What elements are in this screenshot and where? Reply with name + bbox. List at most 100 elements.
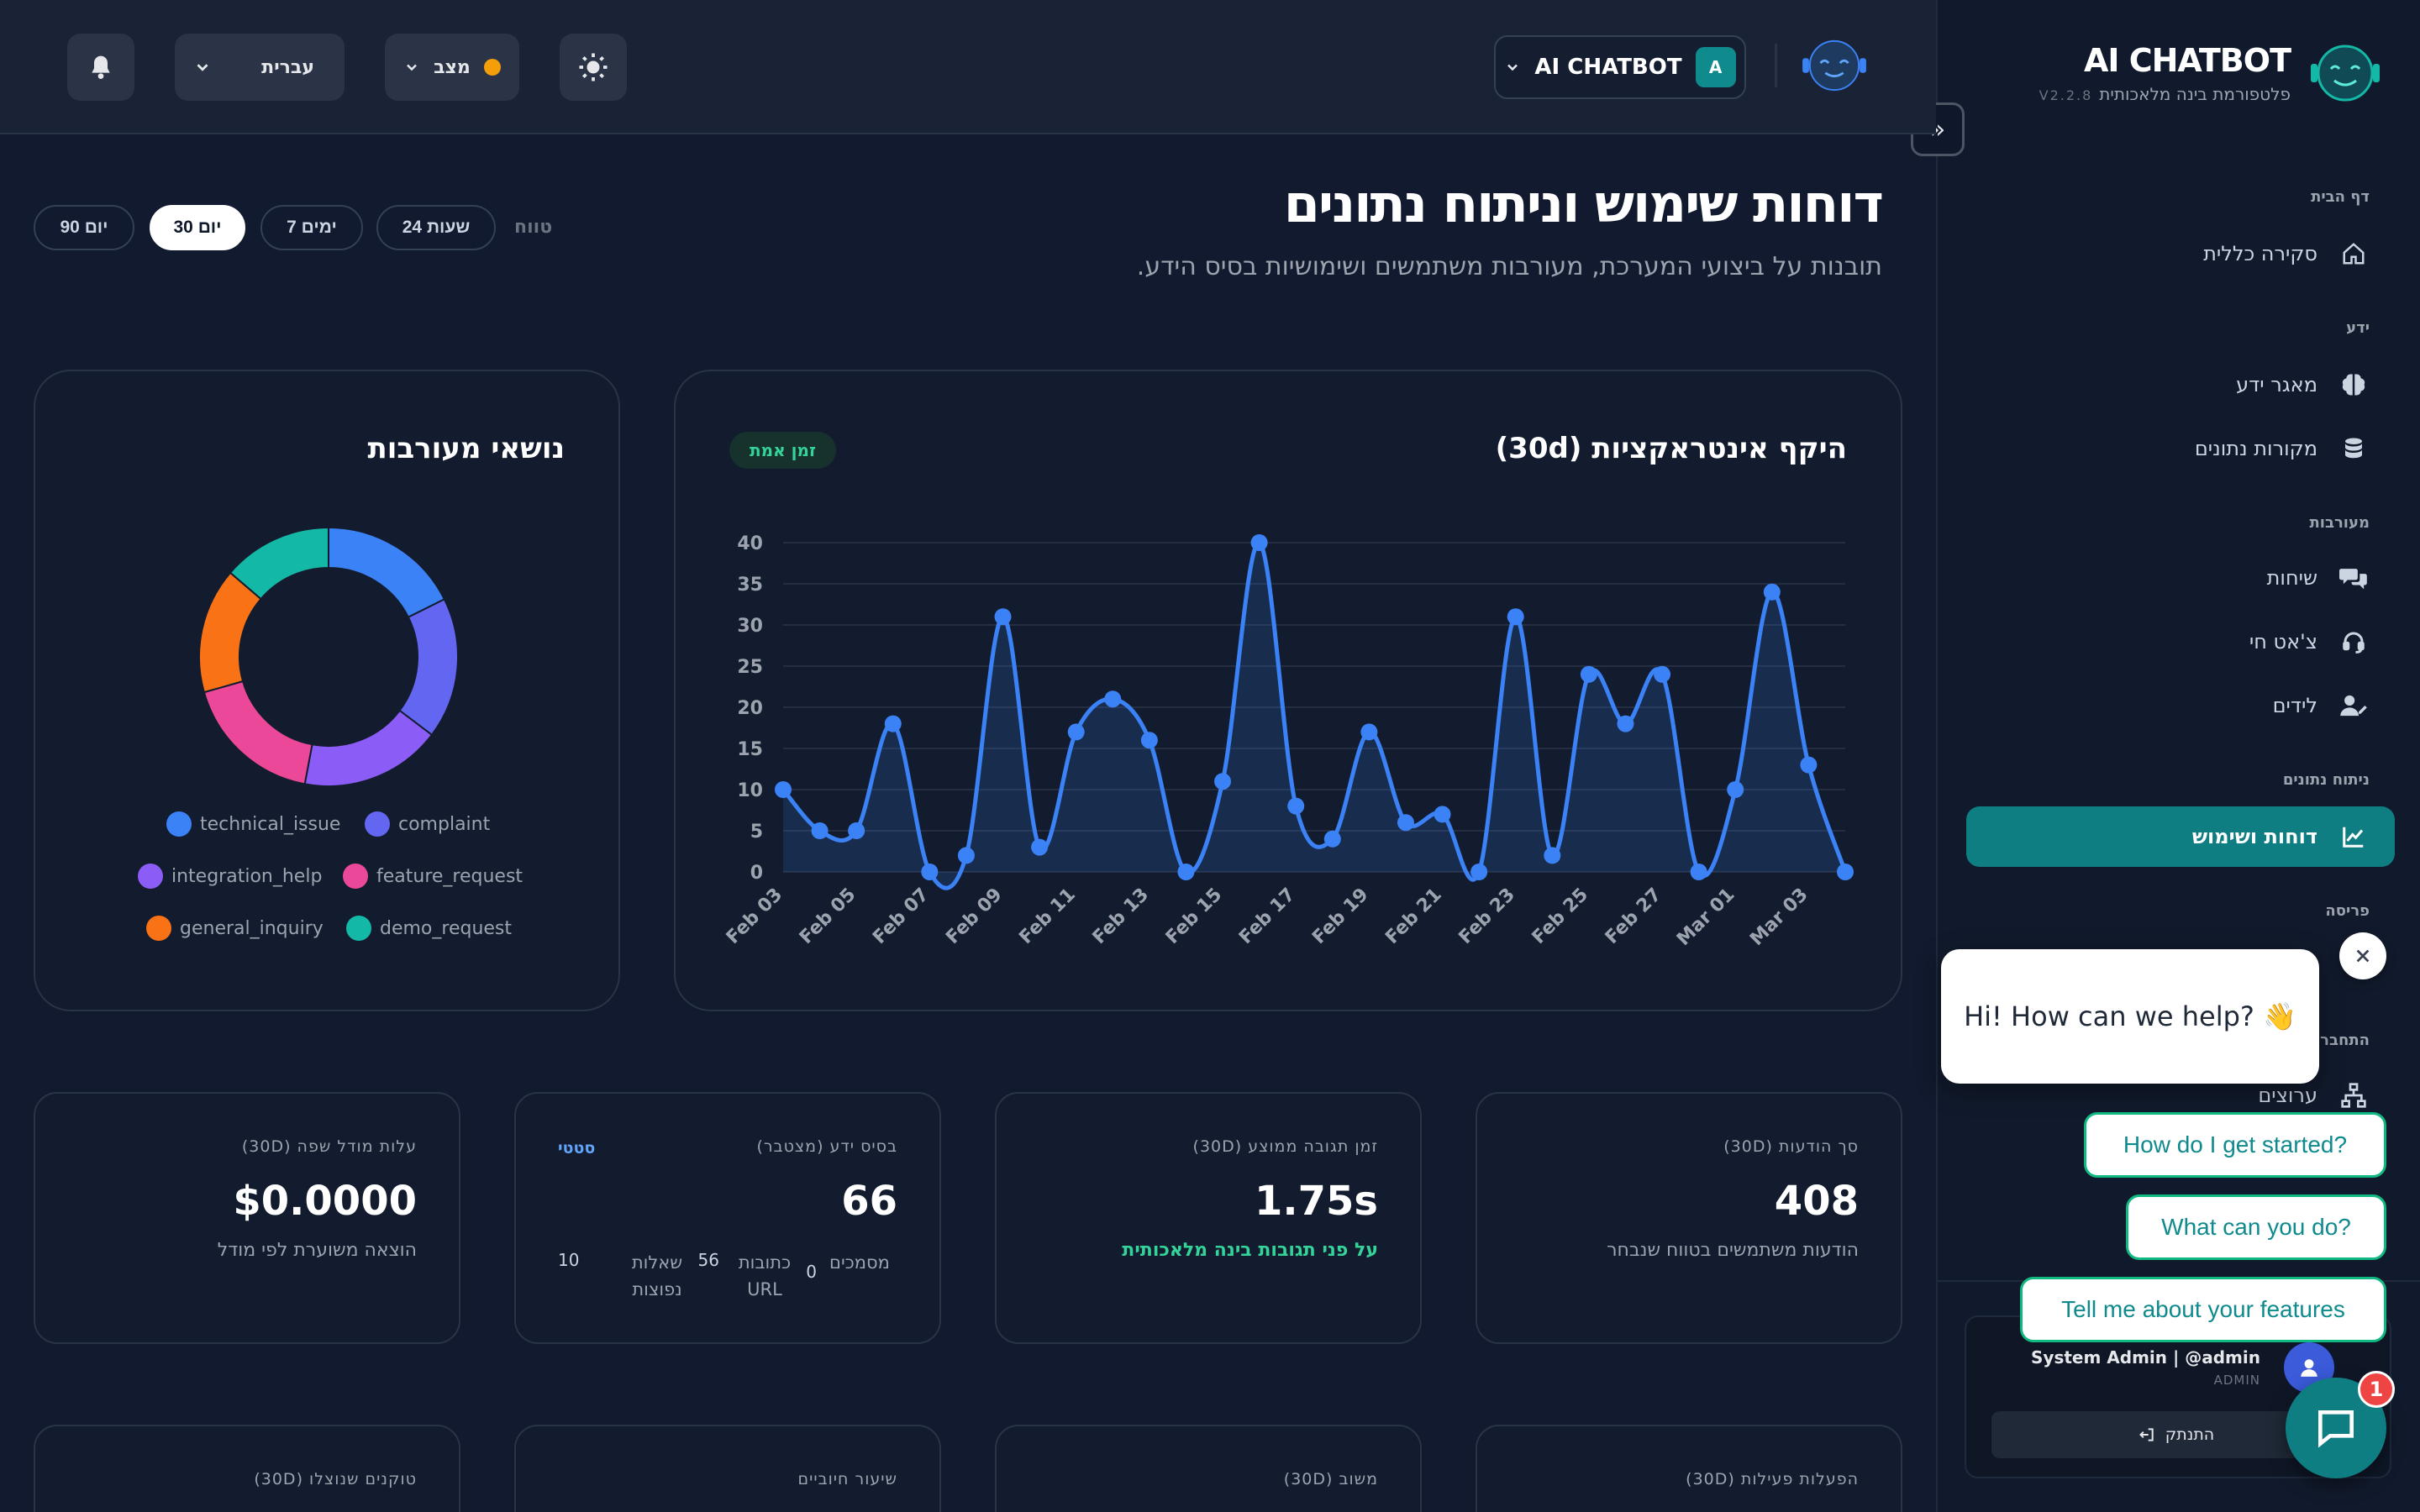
data-point[interactable] bbox=[1800, 756, 1818, 774]
sidebar-item-knowledge-base[interactable]: מאגר ידע bbox=[1966, 354, 2395, 415]
x-tick-label: Feb 21 bbox=[1381, 885, 1445, 948]
chat-close-button[interactable] bbox=[2339, 932, 2386, 979]
data-point[interactable] bbox=[884, 715, 902, 732]
kb-faq-count: 10 bbox=[558, 1250, 580, 1270]
data-point[interactable] bbox=[994, 608, 1012, 626]
stat-card-messages: סך הודעות (30D) 408 הודעות משתמשים בטווח… bbox=[1476, 1092, 1902, 1344]
data-point[interactable] bbox=[957, 847, 975, 864]
stat-value: $0.0000 bbox=[233, 1178, 417, 1225]
stat-card-response-time: זמן תגובה ממוצע (30D) 1.75s על פני תגובו… bbox=[995, 1092, 1422, 1344]
data-point[interactable] bbox=[1397, 814, 1414, 832]
chevron-down-icon bbox=[1507, 64, 1518, 71]
data-point[interactable] bbox=[1507, 608, 1524, 626]
data-point[interactable] bbox=[1727, 781, 1744, 798]
stat-label: בסיס ידע (מצטבר) bbox=[756, 1137, 897, 1156]
x-tick-label: Feb 05 bbox=[796, 885, 860, 948]
sidebar-item-reports[interactable]: דוחות ושימוש bbox=[1966, 806, 2395, 867]
data-point[interactable] bbox=[775, 781, 792, 798]
stat-card-knowledge-base: בסיס ידע (מצטבר) סטטי 66 מסמכים 0 כתובות… bbox=[514, 1092, 941, 1344]
x-tick-label: Mar 01 bbox=[1673, 885, 1739, 950]
sidebar-item-conversations[interactable]: שיחות bbox=[1966, 548, 2395, 608]
legend-item[interactable]: technical_issue bbox=[166, 811, 340, 837]
stat-note: הוצאה משוערת לפי מודל bbox=[217, 1240, 417, 1261]
suggestion-get-started[interactable]: How do I get started? bbox=[2084, 1112, 2386, 1178]
data-point[interactable] bbox=[1617, 715, 1634, 732]
unread-badge: 1 bbox=[2358, 1371, 2395, 1408]
kb-urls-label: כתובות URL bbox=[738, 1252, 792, 1299]
data-point[interactable] bbox=[1837, 864, 1854, 880]
range-24h-button[interactable]: 24 שעות bbox=[376, 205, 496, 250]
data-point[interactable] bbox=[1323, 830, 1341, 848]
robot-face-icon bbox=[1802, 39, 1866, 92]
section-deployment: פריסה bbox=[2325, 902, 2370, 920]
x-tick-label: Feb 17 bbox=[1235, 885, 1299, 948]
chatbot-selector[interactable]: A AI CHATBOT bbox=[1494, 35, 1746, 99]
x-tick-label: Feb 19 bbox=[1308, 885, 1372, 948]
notifications-button[interactable] bbox=[67, 34, 134, 101]
data-point[interactable] bbox=[1250, 534, 1268, 551]
status-dot bbox=[483, 59, 501, 76]
stat-label: משוב (30D) bbox=[1283, 1470, 1378, 1488]
suggestion-what-can-you-do[interactable]: What can you do? bbox=[2126, 1194, 2386, 1260]
data-point[interactable] bbox=[1031, 838, 1049, 856]
sidebar-item-overview[interactable]: סקירה כללית bbox=[1966, 223, 2395, 284]
user-name: System Admin | @admin bbox=[2031, 1347, 2260, 1368]
data-point[interactable] bbox=[1690, 864, 1707, 880]
interaction-volume-title: היקף אינטראקציות (30d) bbox=[1495, 432, 1847, 465]
legend-item[interactable]: integration_help bbox=[138, 864, 322, 889]
status-select[interactable]: מצב bbox=[385, 34, 519, 101]
data-point[interactable] bbox=[1177, 864, 1195, 880]
data-point[interactable] bbox=[811, 822, 829, 839]
data-point[interactable] bbox=[1214, 773, 1232, 790]
data-point[interactable] bbox=[848, 822, 865, 839]
donut-slice[interactable] bbox=[303, 709, 434, 787]
sidebar-item-live-chat[interactable]: צ'אט חי bbox=[1966, 612, 2395, 672]
data-point[interactable] bbox=[1287, 797, 1305, 815]
range-7d-button[interactable]: 7 ימים bbox=[260, 205, 363, 250]
page-subtitle: תובנות על ביצועי המערכת, מעורבות משתמשים… bbox=[1136, 252, 1882, 281]
suggestion-features[interactable]: Tell me about your features bbox=[2020, 1277, 2386, 1342]
data-point[interactable] bbox=[1360, 723, 1378, 741]
data-point[interactable] bbox=[1067, 723, 1085, 741]
stat-note: על פני תגובות בינה מלאכותית bbox=[1122, 1240, 1378, 1261]
x-tick-label: Feb 03 bbox=[723, 885, 786, 948]
area-fill bbox=[783, 542, 1845, 889]
data-point[interactable] bbox=[1434, 806, 1451, 823]
y-tick-label: 20 bbox=[737, 698, 763, 719]
logout-icon bbox=[2139, 1428, 2154, 1441]
sidebar-item-leads[interactable]: לידים bbox=[1966, 675, 2395, 736]
donut-slice[interactable] bbox=[398, 598, 459, 737]
data-point[interactable] bbox=[1580, 665, 1597, 683]
data-point[interactable] bbox=[1544, 847, 1561, 864]
x-tick-label: Feb 15 bbox=[1162, 885, 1226, 948]
network-icon bbox=[2339, 1081, 2368, 1110]
sidebar-item-data-sources[interactable]: מקורות נתונים bbox=[1966, 418, 2395, 479]
legend-item[interactable]: general_inquiry bbox=[146, 916, 324, 941]
legend-item[interactable]: feature_request bbox=[343, 864, 523, 889]
language-select[interactable]: עברית bbox=[175, 34, 345, 101]
bell-icon bbox=[92, 55, 110, 79]
theme-toggle-button[interactable] bbox=[560, 34, 627, 101]
chat-icon bbox=[2318, 1410, 2354, 1448]
chat-greeting-bubble[interactable]: Hi! How can we help? 👋 bbox=[1941, 949, 2319, 1084]
page-title: דוחות שימוש וניתוח נתונים bbox=[1283, 173, 1884, 234]
data-point[interactable] bbox=[921, 864, 939, 880]
data-point[interactable] bbox=[1104, 690, 1122, 708]
range-30d-button[interactable]: 30 יום bbox=[150, 205, 245, 250]
legend-item[interactable]: demo_request bbox=[346, 916, 512, 941]
section-knowledge: ידע bbox=[2346, 319, 2370, 337]
sidebar-item-channels[interactable]: ערוצים bbox=[1966, 1065, 2395, 1126]
donut-slice[interactable] bbox=[203, 680, 313, 785]
data-point[interactable] bbox=[1654, 665, 1671, 683]
data-point[interactable] bbox=[1763, 583, 1781, 601]
data-point[interactable] bbox=[1140, 732, 1158, 749]
donut-slice[interactable] bbox=[328, 526, 446, 619]
range-90d-button[interactable]: 90 יום bbox=[34, 205, 134, 250]
sun-icon bbox=[579, 53, 608, 81]
stat-card-positive-rate: שיעור חיוביים bbox=[514, 1425, 941, 1512]
y-tick-label: 30 bbox=[737, 616, 763, 637]
legend-item[interactable]: complaint bbox=[365, 811, 490, 837]
stat-label: שיעור חיוביים bbox=[797, 1470, 897, 1488]
data-point[interactable] bbox=[1470, 864, 1488, 880]
donut-slice[interactable] bbox=[229, 526, 329, 601]
